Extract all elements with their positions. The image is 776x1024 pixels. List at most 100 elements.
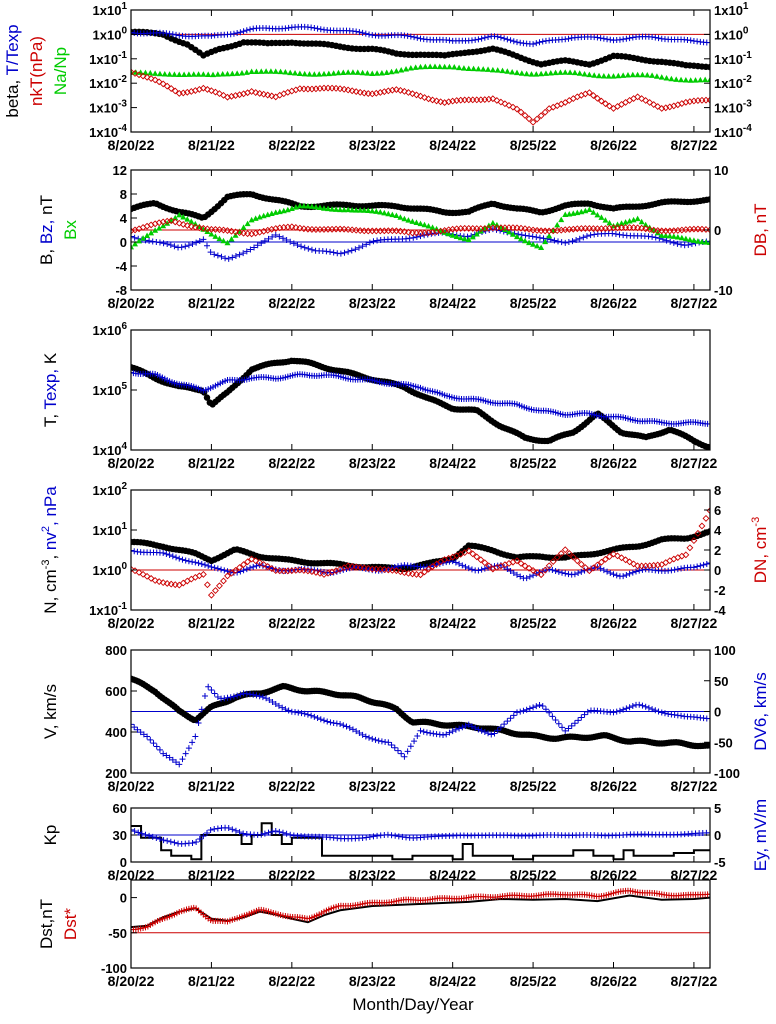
x-tick-label: 8/20/22 <box>108 615 155 631</box>
data-point <box>557 550 565 557</box>
data-point <box>147 574 155 582</box>
data-point <box>537 571 545 579</box>
data-point <box>153 834 160 841</box>
data-point <box>437 98 445 106</box>
data-point <box>199 224 207 232</box>
data-point <box>529 118 537 126</box>
data-point <box>156 225 163 231</box>
x-tick-label: 8/24/22 <box>429 778 476 794</box>
data-point <box>311 71 318 77</box>
data-point <box>344 226 352 233</box>
data-point <box>707 238 710 245</box>
data-point <box>405 569 412 577</box>
data-point <box>452 559 459 566</box>
data-point <box>663 237 670 244</box>
data-point <box>240 229 248 237</box>
data-point <box>624 72 631 78</box>
data-point <box>183 222 191 229</box>
data-point <box>530 41 537 48</box>
data-point <box>668 75 675 82</box>
data-point <box>538 70 545 77</box>
data-point <box>414 34 421 41</box>
data-point <box>131 828 138 835</box>
data-point <box>287 69 294 76</box>
y-axis-label-3: Na/Np <box>51 47 70 95</box>
data-point <box>144 733 151 740</box>
data-point <box>616 707 623 714</box>
data-point <box>663 75 670 81</box>
data-point <box>207 87 215 95</box>
data-point <box>218 566 225 573</box>
data-point <box>212 233 219 239</box>
data-point <box>200 71 207 77</box>
x-tick-label: 8/27/22 <box>671 455 718 471</box>
y2-tick-label: 0 <box>714 223 721 238</box>
data-point <box>569 238 576 245</box>
data-point <box>459 562 466 569</box>
data-point <box>533 234 540 241</box>
y-tick-label: 0 <box>120 891 127 906</box>
data-point <box>431 63 438 70</box>
data-point <box>287 238 294 245</box>
data-point <box>139 72 147 80</box>
data-point <box>491 730 498 737</box>
data-point <box>411 738 418 745</box>
data-point <box>279 704 286 711</box>
data-point <box>489 66 496 73</box>
data-point <box>615 72 622 79</box>
data-point <box>236 229 243 237</box>
data-point <box>481 559 489 567</box>
data-point <box>539 38 546 45</box>
data-point <box>598 97 605 105</box>
data-point <box>185 242 192 249</box>
data-point <box>591 72 598 78</box>
data-point <box>481 34 488 41</box>
data-point <box>353 207 360 213</box>
data-point <box>356 729 363 736</box>
data-point <box>589 92 597 99</box>
data-point <box>224 227 231 234</box>
data-point <box>198 706 205 713</box>
data-point <box>272 68 279 74</box>
data-point <box>191 223 199 231</box>
data-point <box>465 547 473 555</box>
data-point <box>203 394 211 401</box>
data-point <box>372 736 379 743</box>
data-point <box>581 70 588 77</box>
data-point <box>192 220 199 227</box>
data-point <box>214 694 221 701</box>
data-point <box>529 226 537 234</box>
data-point <box>316 71 323 77</box>
y2-tick-label: -50 <box>714 735 733 750</box>
data-point <box>650 101 658 108</box>
data-point <box>362 30 369 37</box>
data-point <box>529 567 537 574</box>
data-point <box>176 555 183 562</box>
data-point <box>429 96 436 104</box>
data-point <box>175 219 183 227</box>
data-point <box>634 93 642 101</box>
data-point <box>229 254 236 261</box>
series-4 <box>131 68 710 126</box>
data-point <box>192 733 199 740</box>
data-point <box>575 717 582 724</box>
data-point <box>150 740 157 747</box>
data-point <box>533 115 541 123</box>
data-point <box>176 761 183 768</box>
data-point <box>671 566 678 573</box>
data-point <box>702 226 710 233</box>
data-point <box>292 204 299 210</box>
data-point <box>449 728 456 735</box>
y2-tick-label: 50 <box>714 674 728 689</box>
y-tick-label: 30 <box>113 828 127 843</box>
data-point <box>562 570 569 577</box>
data-point <box>324 718 331 725</box>
data-point <box>388 742 395 749</box>
y-tick-label: 1x105 <box>93 381 128 398</box>
data-point <box>517 224 525 232</box>
data-point <box>292 224 300 231</box>
data-point <box>131 547 134 554</box>
x-tick-label: 8/23/22 <box>349 137 396 153</box>
data-point <box>429 224 436 230</box>
data-point <box>232 228 239 236</box>
